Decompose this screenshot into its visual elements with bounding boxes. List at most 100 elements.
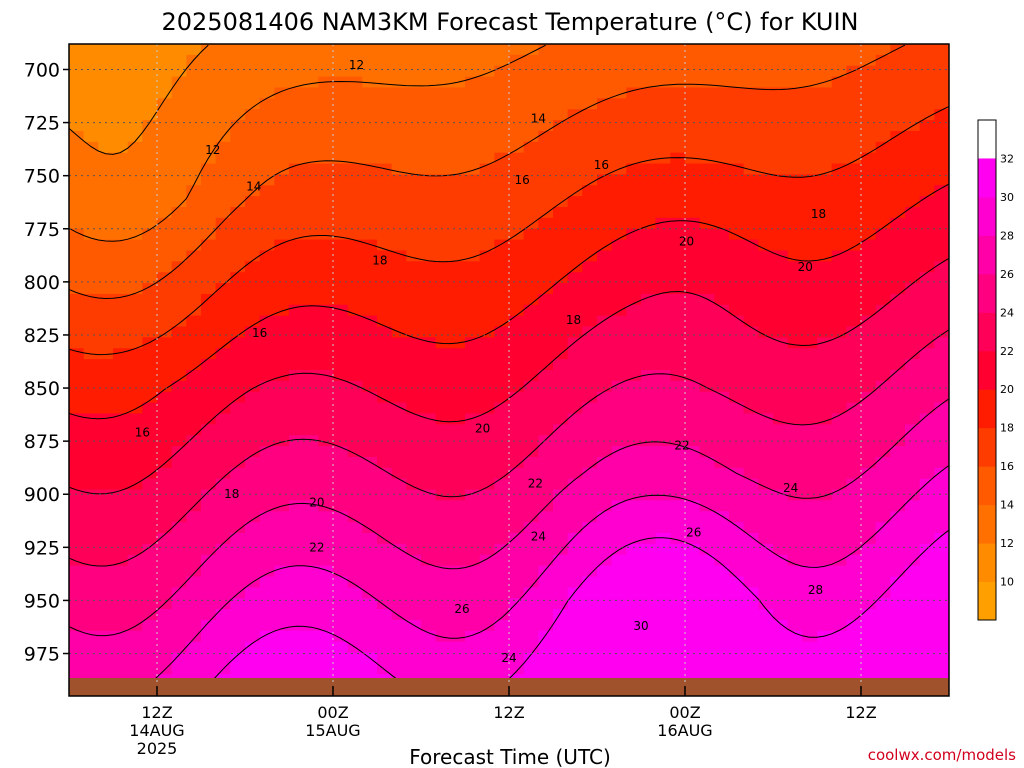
field-cell <box>582 587 598 599</box>
field-cell <box>201 348 217 360</box>
field-cell <box>670 283 686 295</box>
field-cell <box>934 413 949 425</box>
field-cell <box>435 130 451 143</box>
field-cell <box>611 174 627 186</box>
field-cell <box>817 44 833 56</box>
field-cell <box>685 402 701 415</box>
field-cell <box>479 217 495 230</box>
x-tick-label: 15AUG <box>305 721 360 740</box>
field-cell <box>582 98 598 110</box>
field-cell <box>934 304 949 317</box>
contour-label: 24 <box>501 651 516 665</box>
field-cell <box>743 435 759 447</box>
field-cell <box>333 533 349 545</box>
field-cell <box>377 337 393 349</box>
field-cell <box>699 543 715 556</box>
field-cell <box>83 337 99 349</box>
field-cell <box>391 185 407 197</box>
field-cell <box>245 293 261 306</box>
field-cell <box>919 533 935 545</box>
field-cell <box>641 663 657 675</box>
field-cell <box>465 207 481 219</box>
field-cell <box>83 44 99 56</box>
field-cell <box>377 500 393 512</box>
field-cell <box>626 130 642 143</box>
field-cell <box>641 207 657 219</box>
field-cell <box>743 54 759 67</box>
field-cell <box>289 163 305 175</box>
field-cell <box>714 576 730 588</box>
field-cell <box>171 185 187 197</box>
field-cell <box>875 98 891 110</box>
field-cell <box>655 402 671 415</box>
field-cell <box>846 500 862 512</box>
field-cell <box>406 598 422 610</box>
field-cell <box>435 663 451 675</box>
field-cell <box>538 478 554 491</box>
field-cell <box>875 609 891 621</box>
field-cell <box>729 283 745 295</box>
x-tick-label: 14AUG <box>129 721 184 740</box>
field-cell <box>113 598 129 610</box>
field-cell <box>289 370 305 382</box>
field-cell <box>245 174 261 186</box>
field-cell <box>274 109 290 121</box>
field-cell <box>831 44 847 56</box>
field-cell <box>171 239 187 252</box>
field-cell <box>391 196 407 208</box>
field-cell <box>509 359 525 371</box>
field-cell <box>597 533 613 545</box>
field-cell <box>113 228 129 241</box>
field-cell <box>743 239 759 252</box>
field-cell <box>553 76 569 89</box>
field-cell <box>245 250 261 262</box>
field-cell <box>333 391 349 404</box>
field-cell <box>333 467 349 480</box>
field-cell <box>597 87 613 99</box>
field-cell <box>318 44 334 56</box>
field-cell <box>758 402 774 415</box>
field-cell <box>773 196 789 208</box>
field-cell <box>450 207 466 219</box>
field-cell <box>98 293 114 306</box>
field-cell <box>611 576 627 588</box>
field-cell <box>142 185 158 197</box>
field-cell <box>450 630 466 643</box>
field-cell <box>113 293 129 306</box>
field-cell <box>186 489 202 501</box>
grid-lines <box>69 44 949 696</box>
field-cell <box>553 554 569 567</box>
x-tick-label: 2025 <box>137 739 178 758</box>
field-cell <box>905 402 921 415</box>
field-cell <box>553 228 569 241</box>
field-cell <box>201 630 217 643</box>
field-cell <box>685 250 701 262</box>
field-cell <box>861 44 877 56</box>
field-cell <box>494 543 510 556</box>
field-cell <box>553 87 569 99</box>
field-cell <box>890 250 906 262</box>
field-cell <box>494 565 510 578</box>
field-cell <box>201 402 217 415</box>
field-cell <box>69 109 85 121</box>
field-cell <box>699 250 715 262</box>
field-cell <box>303 54 319 67</box>
field-cell <box>729 120 745 132</box>
field-cell <box>362 609 378 621</box>
colorbar-tick-label: 10 <box>1000 576 1014 589</box>
field-cell <box>758 641 774 654</box>
field-cell <box>567 130 583 143</box>
field-cell <box>157 272 173 284</box>
field-cell <box>347 543 363 556</box>
field-cell <box>626 76 642 89</box>
field-cell <box>83 663 99 675</box>
field-cell <box>479 511 495 523</box>
field-cell <box>699 87 715 99</box>
field-cell <box>127 500 143 512</box>
field-cell <box>230 478 246 491</box>
field-cell <box>641 326 657 338</box>
field-cell <box>127 239 143 252</box>
field-cell <box>289 239 305 252</box>
field-cell <box>641 500 657 512</box>
field-cell <box>905 217 921 230</box>
